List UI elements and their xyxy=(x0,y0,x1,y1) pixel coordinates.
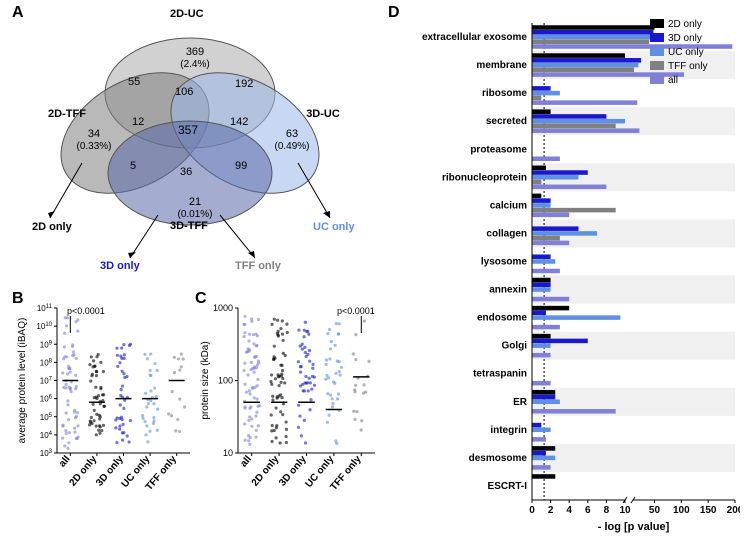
svg-text:secreted: secreted xyxy=(486,116,527,127)
svg-text:2D only: 2D only xyxy=(668,19,702,30)
svg-text:UC only: UC only xyxy=(668,47,704,58)
panel-d-label: D xyxy=(388,4,400,22)
venn-n4: 21(0.01%) xyxy=(175,196,215,220)
svg-text:ER: ER xyxy=(513,397,528,408)
svg-text:1011: 1011 xyxy=(37,304,53,313)
svg-text:108: 108 xyxy=(40,358,53,367)
svg-text:50: 50 xyxy=(649,505,661,516)
svg-text:proteasome: proteasome xyxy=(470,144,527,155)
svg-text:8: 8 xyxy=(604,505,610,516)
sub-uc-only: UC only xyxy=(313,221,355,233)
panel-b-svg: 10310410510610710810910101011all2D only3… xyxy=(15,298,195,533)
venn-title-3d-tff: 3D-TFF xyxy=(170,220,208,232)
sub-3d-only: 3D only xyxy=(100,260,140,272)
svg-text:all: all xyxy=(668,75,678,86)
svg-text:4: 4 xyxy=(566,505,572,516)
svg-text:100: 100 xyxy=(218,376,233,386)
svg-text:protein size (kDa): protein size (kDa) xyxy=(200,341,211,419)
venn-diagram: 2D-UC 2D-TFF 3D-UC 3D-TFF 369(2.4%) 34(0… xyxy=(20,8,360,273)
venn-n3: 63(0.49%) xyxy=(270,128,314,152)
venn-nc: 192 xyxy=(235,78,253,90)
svg-text:105: 105 xyxy=(40,413,53,422)
svg-text:104: 104 xyxy=(40,431,53,440)
svg-text:all: all xyxy=(238,454,254,470)
svg-text:- log [p value]: - log [p value] xyxy=(598,521,670,533)
svg-text:endosome: endosome xyxy=(477,313,527,324)
svg-text:107: 107 xyxy=(40,377,53,386)
venn-ng: 36 xyxy=(180,166,192,178)
venn-n2: 34(0.33%) xyxy=(72,128,116,152)
svg-text:TFF only: TFF only xyxy=(668,61,707,72)
venn-title-2d-tff: 2D-TFF xyxy=(42,108,92,120)
svg-text:3D only: 3D only xyxy=(668,33,702,44)
svg-text:average protein level (iBAQ): average protein level (iBAQ) xyxy=(17,318,28,444)
svg-text:1010: 1010 xyxy=(36,322,52,331)
sub-2d-only: 2D only xyxy=(32,221,72,233)
svg-text:10: 10 xyxy=(223,448,233,458)
venn-nb: 106 xyxy=(175,86,193,98)
venn-ne: 142 xyxy=(230,116,248,128)
svg-text:ESCRT-I: ESCRT-I xyxy=(488,481,528,492)
venn-title-2d-uc: 2D-UC xyxy=(170,8,204,20)
svg-text:1000: 1000 xyxy=(213,303,233,313)
svg-text:desmosome: desmosome xyxy=(469,453,528,464)
venn-nh: 99 xyxy=(235,160,247,172)
venn-na: 55 xyxy=(128,76,140,88)
svg-text:collagen: collagen xyxy=(486,228,527,239)
venn-title-3d-uc: 3D-UC xyxy=(298,108,348,120)
svg-text:tetraspanin: tetraspanin xyxy=(473,369,527,380)
svg-text:ribosome: ribosome xyxy=(482,88,527,99)
svg-text:all: all xyxy=(57,454,73,470)
svg-text:100: 100 xyxy=(673,505,690,516)
svg-text:annexin: annexin xyxy=(489,285,527,296)
svg-text:integrin: integrin xyxy=(490,425,527,436)
svg-text:106: 106 xyxy=(40,395,53,404)
venn-nd: 12 xyxy=(132,116,144,128)
svg-text:ribonucleoprotein: ribonucleoprotein xyxy=(442,172,527,183)
svg-text:109: 109 xyxy=(40,340,53,349)
svg-text:Golgi: Golgi xyxy=(501,341,527,352)
venn-nf: 5 xyxy=(130,160,136,172)
svg-text:p<0.0001: p<0.0001 xyxy=(67,306,105,316)
svg-text:2: 2 xyxy=(548,505,554,516)
svg-text:2D only: 2D only xyxy=(250,454,282,489)
panel-b-chart: 10310410510610710810910101011all2D only3… xyxy=(15,298,195,513)
venn-n1: 369(2.4%) xyxy=(180,46,210,70)
svg-text:0: 0 xyxy=(529,505,535,516)
svg-text:extracellular exosome: extracellular exosome xyxy=(422,32,527,43)
panel-d-chart: extracellular exosome membrane ribosome sec… xyxy=(400,5,740,535)
panel-c-svg: 101001000all2D only3D onlyUC onlyTFF onl… xyxy=(200,298,380,533)
venn-ncenter: 357 xyxy=(178,123,198,137)
svg-text:6: 6 xyxy=(585,505,591,516)
svg-text:200: 200 xyxy=(727,505,740,516)
svg-text:lysosome: lysosome xyxy=(481,257,528,268)
svg-text:150: 150 xyxy=(700,505,717,516)
svg-text:2D only: 2D only xyxy=(68,454,100,489)
svg-text:10: 10 xyxy=(619,505,631,516)
svg-text:membrane: membrane xyxy=(476,60,527,71)
svg-text:103: 103 xyxy=(40,449,53,458)
svg-text:p<0.0001: p<0.0001 xyxy=(337,306,375,316)
svg-text:calcium: calcium xyxy=(490,200,527,211)
panel-c-chart: 101001000all2D only3D onlyUC onlyTFF onl… xyxy=(200,298,380,513)
sub-tff-only: TFF only xyxy=(235,260,281,272)
